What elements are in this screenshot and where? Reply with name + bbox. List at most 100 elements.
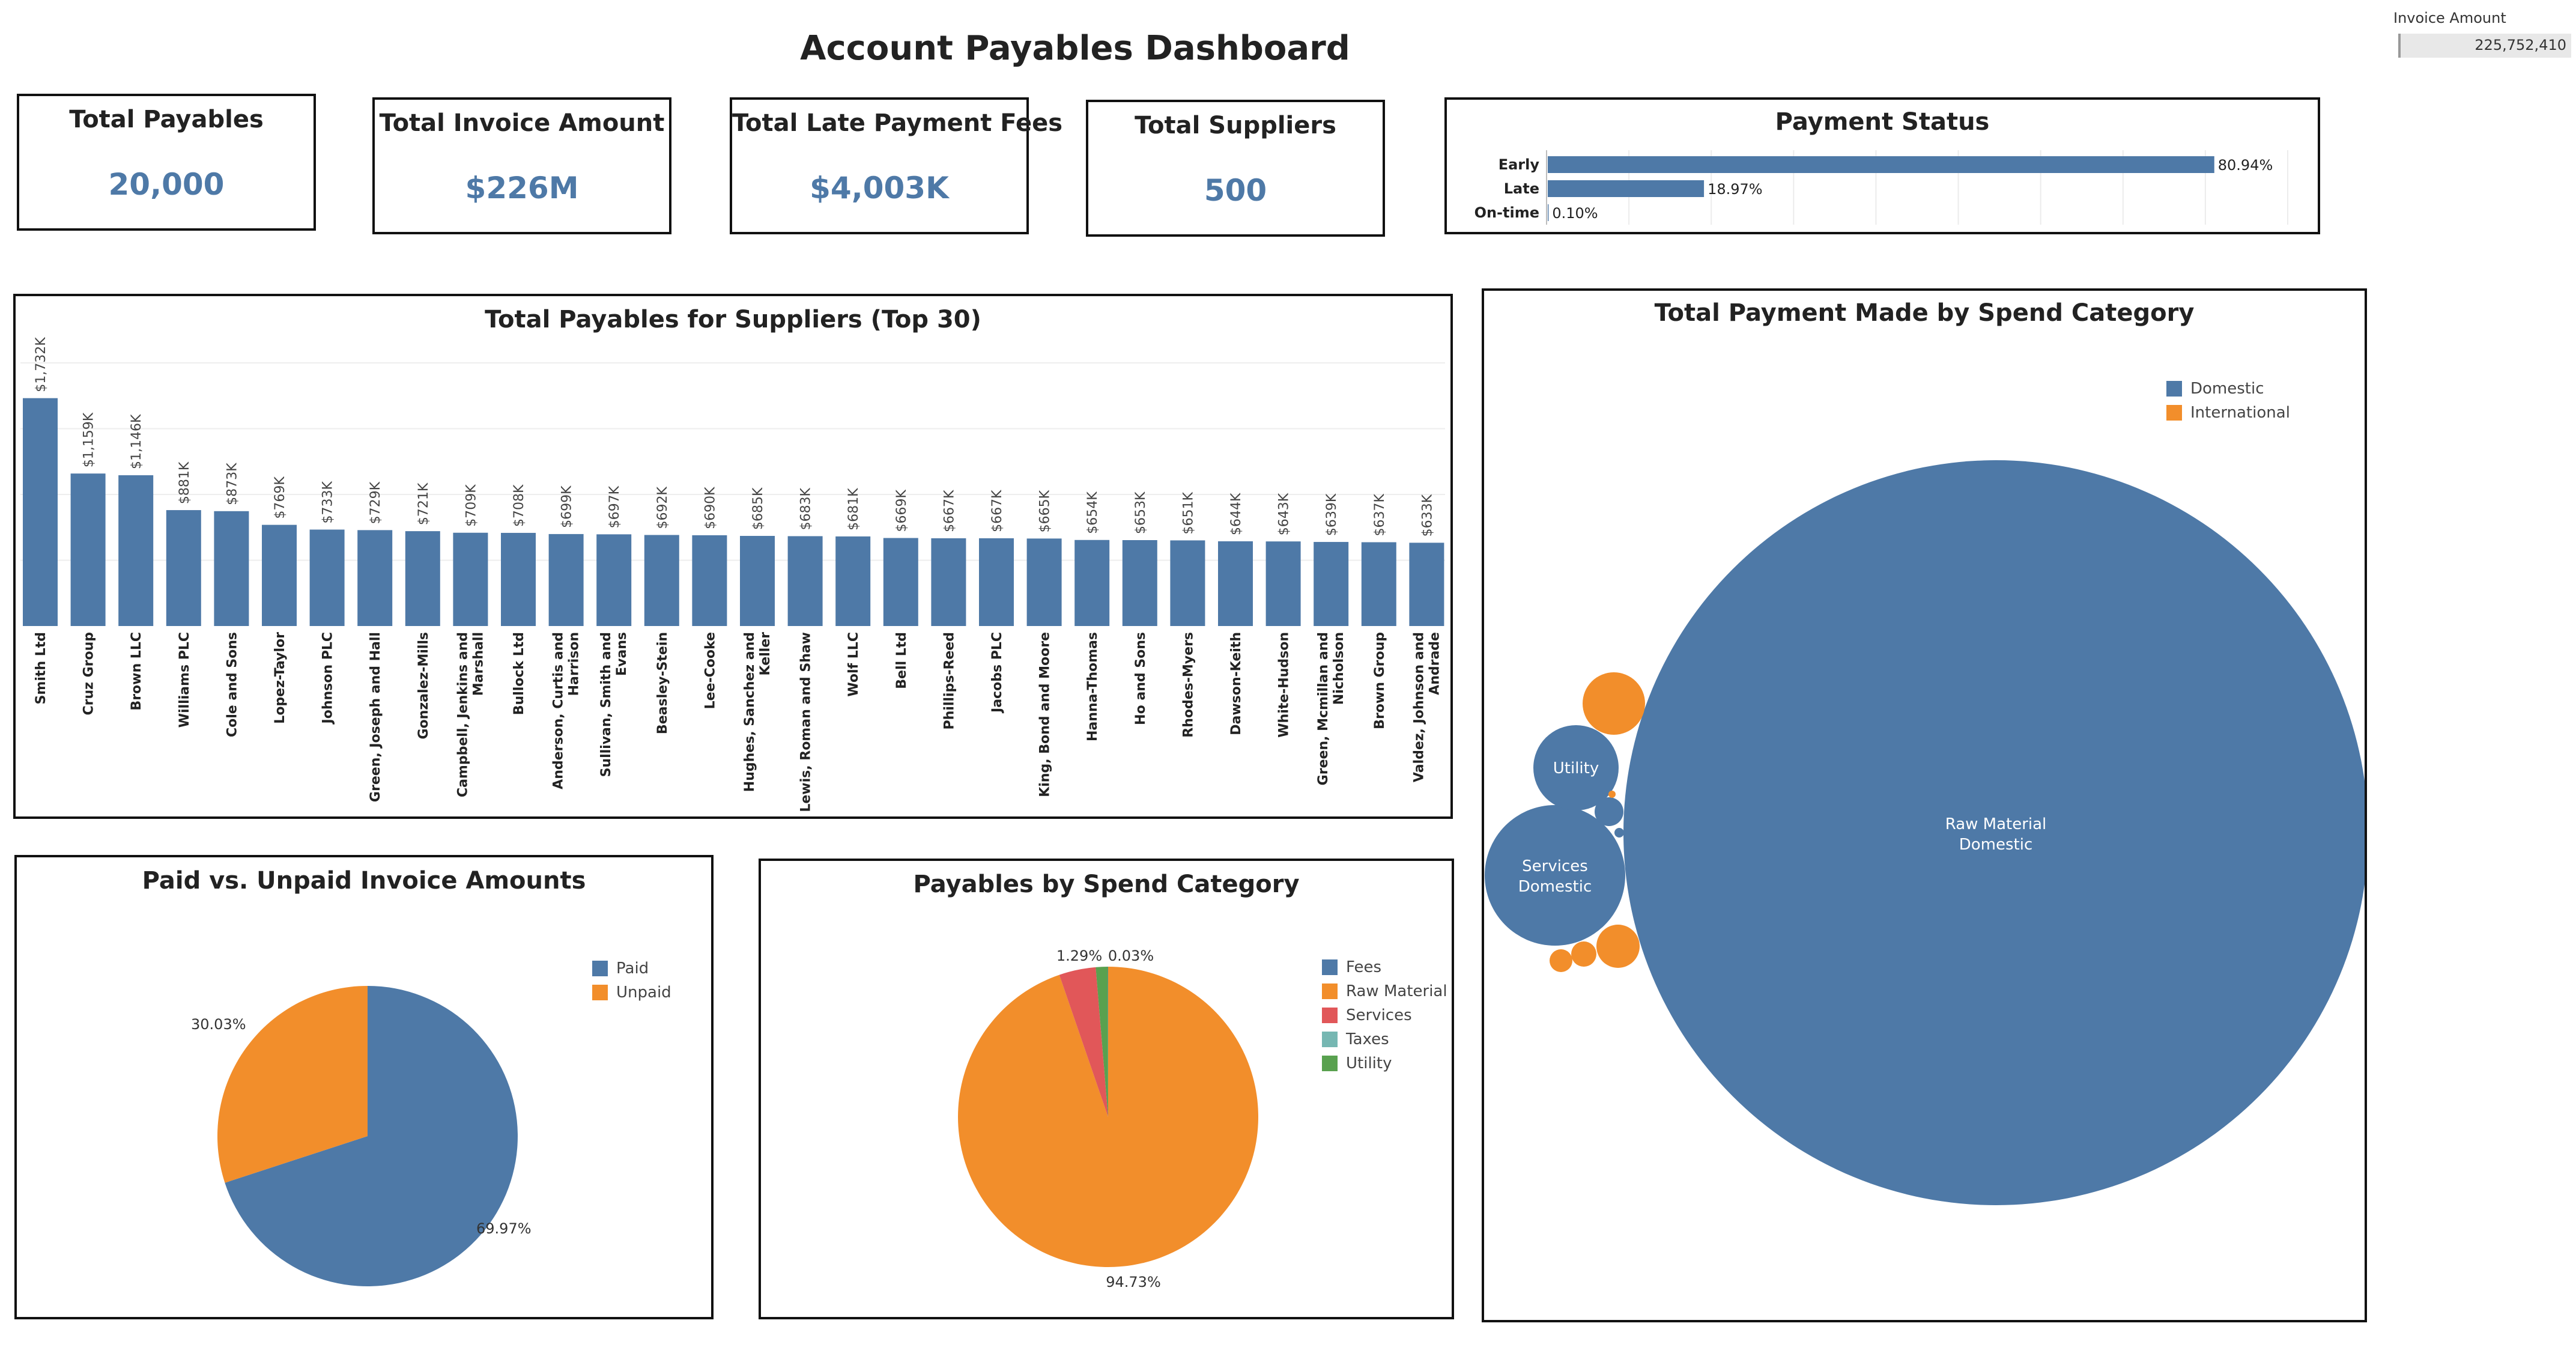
status-bar[interactable] xyxy=(1548,180,1705,197)
supplier-tick-label: Beasley-Stein xyxy=(655,632,670,734)
suppliers-chart-title: Total Payables for Suppliers (Top 30) xyxy=(485,306,981,333)
supplier-bar[interactable] xyxy=(501,532,536,626)
supplier-bar[interactable] xyxy=(548,534,584,626)
pie-slice-utility[interactable] xyxy=(1096,967,1108,1117)
supplier-bar[interactable] xyxy=(835,536,871,626)
supplier-bar[interactable] xyxy=(405,531,440,626)
bubble-raw-material-international[interactable] xyxy=(1583,672,1645,735)
status-bar[interactable] xyxy=(1548,156,2214,173)
supplier-bar[interactable] xyxy=(23,398,58,626)
supplier-value-label: $873K xyxy=(225,463,240,505)
supplier-bar[interactable] xyxy=(692,535,727,626)
supplier-value-label: $697K xyxy=(607,485,622,528)
supplier-bar[interactable] xyxy=(1218,541,1253,626)
payment-status-chart: Early 80.94% Late 18.97% On-time 0.10% xyxy=(1474,150,2288,225)
supplier-bar[interactable] xyxy=(453,532,488,626)
supplier-tick-label: Evans xyxy=(614,632,629,676)
filter-slider[interactable]: 225,752,410 xyxy=(2398,34,2571,58)
supplier-value-label: $1,159K xyxy=(82,412,97,467)
legend-swatch xyxy=(1322,983,1338,999)
supplier-tick-label: Andrade xyxy=(1427,632,1442,695)
bubble-taxes-domestic[interactable] xyxy=(1614,828,1624,838)
legend-swatch xyxy=(592,961,608,976)
supplier-bar[interactable] xyxy=(1074,540,1110,626)
legend-item-international[interactable]: International xyxy=(2166,404,2290,422)
status-row-label: Late xyxy=(1504,180,1539,197)
supplier-tick-label: Cole and Sons xyxy=(225,632,240,737)
supplier-bar[interactable] xyxy=(214,511,249,626)
supplier-bar[interactable] xyxy=(1122,540,1157,626)
payment-status-title: Payment Status xyxy=(1775,108,1990,136)
supplier-bar[interactable] xyxy=(1314,542,1349,626)
supplier-bar[interactable] xyxy=(1265,541,1301,626)
supplier-bar[interactable] xyxy=(787,536,823,626)
invoice-amount-filter[interactable]: Invoice Amount 225,752,410 xyxy=(2393,10,2576,58)
supplier-bar[interactable] xyxy=(262,524,297,626)
supplier-bar[interactable] xyxy=(166,510,201,626)
bubble-services-international[interactable] xyxy=(1596,925,1640,968)
supplier-bar[interactable] xyxy=(309,529,345,626)
status-value-label: 80.94% xyxy=(2218,157,2273,174)
supplier-value-label: $633K xyxy=(1420,494,1435,537)
supplier-value-label: $683K xyxy=(799,487,814,530)
spend-category-panel: Payables by Spend Category 94.73% 1.29% 0.… xyxy=(759,859,1454,1319)
bubble-services-domestic[interactable] xyxy=(1485,805,1625,946)
legend-label: Paid xyxy=(616,959,649,977)
supplier-tick-label: Rhodes-Myers xyxy=(1181,632,1196,738)
supplier-bar[interactable] xyxy=(357,530,393,626)
legend-item-paid[interactable]: Paid xyxy=(592,959,649,977)
supplier-tick-label: Phillips-Reed xyxy=(942,632,957,729)
supplier-bar[interactable] xyxy=(596,534,632,626)
supplier-bar[interactable] xyxy=(1361,542,1396,626)
legend-label: Unpaid xyxy=(616,983,671,1002)
payment-by-category-title: Total Payment Made by Spend Category xyxy=(1654,299,2195,327)
supplier-value-label: $733K xyxy=(321,481,336,523)
legend-item-utility[interactable]: Utility xyxy=(1322,1054,1392,1072)
kpi-value: $4,003K xyxy=(810,171,949,205)
supplier-tick-label: Brown LLC xyxy=(129,632,144,711)
legend-item-services[interactable]: Services xyxy=(1322,1006,1412,1024)
supplier-tick-label: Brown Group xyxy=(1372,632,1387,729)
supplier-bar[interactable] xyxy=(118,475,154,626)
pie-slice-paid[interactable] xyxy=(225,986,518,1286)
pie-slice-services[interactable] xyxy=(1059,967,1108,1117)
bubble-raw-material-domestic[interactable] xyxy=(1623,460,2365,1205)
payment-by-category-panel: Total Payment Made by Spend Category Dom… xyxy=(1482,288,2367,1322)
supplier-tick-label: Hughes, Sanchez and xyxy=(742,632,757,792)
supplier-value-label: $1,146K xyxy=(129,414,144,469)
bubble-utility-international[interactable] xyxy=(1571,941,1596,967)
supplier-bar[interactable] xyxy=(1409,543,1444,626)
kpi-value: $226M xyxy=(465,171,579,205)
supplier-bar[interactable] xyxy=(70,473,106,626)
supplier-bar[interactable] xyxy=(1026,538,1062,626)
supplier-value-label: $654K xyxy=(1085,491,1100,534)
legend-item-unpaid[interactable]: Unpaid xyxy=(592,983,671,1002)
bubble-fees-domestic[interactable] xyxy=(1595,797,1623,826)
page-title: Account Payables Dashboard xyxy=(800,29,1350,68)
legend-item-raw-material[interactable]: Raw Material xyxy=(1322,982,1447,1000)
bubble-fees-international[interactable] xyxy=(1550,949,1572,972)
legend-swatch xyxy=(1322,1032,1338,1047)
supplier-bar[interactable] xyxy=(644,535,679,626)
supplier-tick-label: Jacobs PLC xyxy=(990,632,1005,714)
bubble-taxes-international[interactable] xyxy=(1608,791,1616,798)
supplier-bar[interactable] xyxy=(883,538,918,626)
supplier-tick-label: White-Hudson xyxy=(1277,632,1292,738)
supplier-value-label: $769K xyxy=(273,476,288,519)
legend-item-fees[interactable]: Fees xyxy=(1322,958,1381,976)
suppliers-chart-panel: Total Payables for Suppliers (Top 30) $1… xyxy=(13,294,1453,819)
legend-swatch xyxy=(1322,1056,1338,1071)
supplier-bar[interactable] xyxy=(931,538,966,626)
bubble-utility-domestic[interactable] xyxy=(1533,725,1619,810)
supplier-value-label: $699K xyxy=(560,485,575,528)
legend-item-domestic[interactable]: Domestic xyxy=(2166,380,2264,398)
kpi-total-suppliers: Total Suppliers 500 xyxy=(1086,100,1385,237)
kpi-label: Total Payables xyxy=(69,106,264,133)
supplier-bar[interactable] xyxy=(740,535,775,626)
supplier-tick-label: Anderson, Curtis and xyxy=(551,632,566,789)
legend-item-taxes[interactable]: Taxes xyxy=(1322,1030,1389,1048)
supplier-bar[interactable] xyxy=(979,538,1014,626)
pie-slice-unpaid[interactable] xyxy=(217,986,368,1183)
filter-value: 225,752,410 xyxy=(2474,37,2566,53)
supplier-bar[interactable] xyxy=(1170,540,1205,626)
